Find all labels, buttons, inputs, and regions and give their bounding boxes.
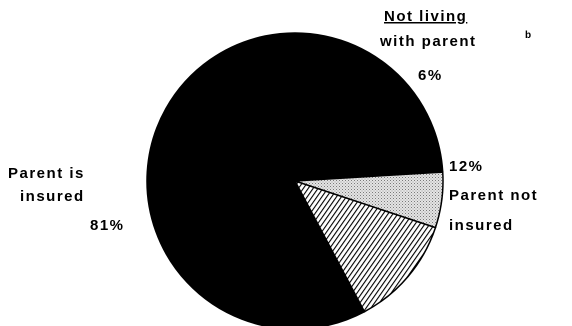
slice-label-not-living-superscript: b <box>525 30 531 41</box>
slice-label-parent-not-insured-line2: insured <box>449 217 514 234</box>
pie-slice-0 <box>146 32 444 326</box>
slice-label-parent-insured-line2: insured <box>20 188 85 205</box>
slice-label-not-living-line2: with parent <box>379 33 477 50</box>
slice-label-parent-insured-line1: Parent is <box>8 165 85 182</box>
slice-value-parent-not-insured: 12% <box>449 158 484 175</box>
slice-value-not-living: 6% <box>418 67 443 84</box>
slice-label-not-living-line1: Not living <box>384 8 467 25</box>
pie-slice-2 <box>293 179 437 313</box>
slice-value-parent-insured: 81% <box>90 217 125 234</box>
slice-label-parent-not-insured-line1: Parent not <box>449 187 538 204</box>
